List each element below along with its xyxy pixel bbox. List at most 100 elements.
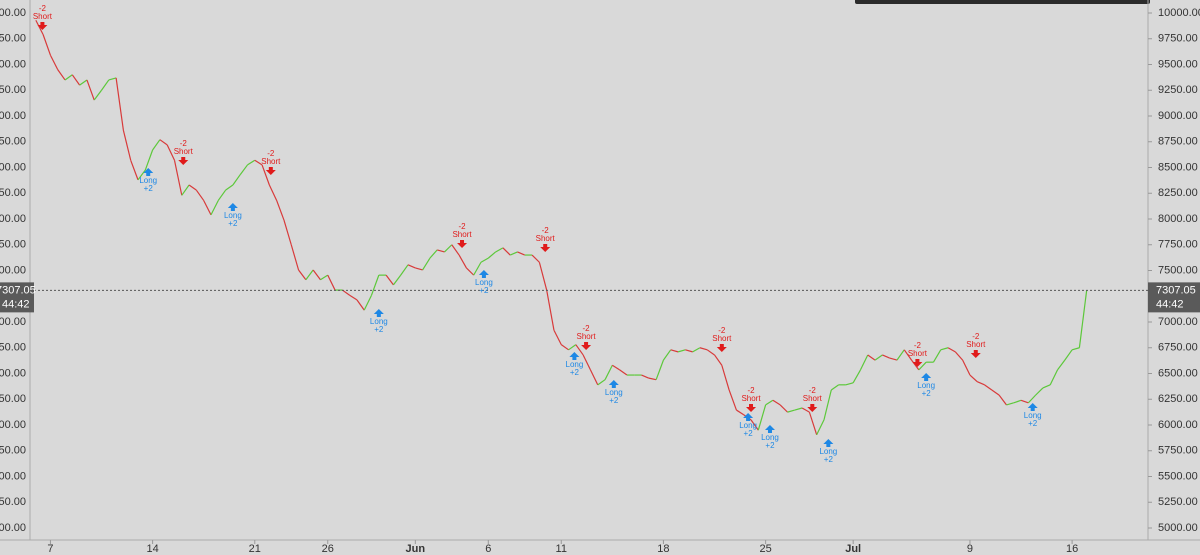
x-tick-label: 11	[556, 543, 567, 555]
price-segment	[517, 251, 526, 256]
overlay-panel	[855, 0, 1150, 4]
y-tick-label-left: 5500.00	[0, 470, 26, 482]
signal-qty: +2	[228, 219, 238, 228]
last-price-box	[0, 282, 34, 313]
price-segment	[655, 359, 664, 380]
short-arrow	[178, 156, 189, 165]
signal-text: Short	[174, 147, 194, 156]
price-segment	[882, 354, 890, 359]
x-tick-label: 21	[249, 543, 261, 555]
price-segment	[670, 349, 679, 353]
price-segment	[429, 249, 438, 259]
price-segment	[619, 369, 628, 376]
price-segment	[290, 244, 300, 271]
short-arrow	[716, 344, 727, 353]
signal-qty: +2	[765, 441, 775, 450]
signal-text: Long	[475, 278, 493, 287]
price-segment	[86, 79, 95, 101]
price-segment	[911, 359, 920, 371]
price-segment	[582, 354, 591, 371]
price-segment	[312, 269, 321, 281]
y-tick-label: 7000.00	[1158, 316, 1198, 328]
signal-text: Short	[33, 12, 53, 21]
y-tick-label: 7750.00	[1158, 239, 1198, 251]
price-segment	[560, 344, 569, 351]
price-segment	[79, 79, 88, 86]
x-tick-label: Jul	[845, 543, 861, 555]
signal-qty: -2	[747, 386, 755, 395]
price-segment	[852, 369, 861, 384]
y-tick-label: 5250.00	[1158, 496, 1198, 508]
y-tick-label-left: 6250.00	[0, 393, 26, 405]
price-segment	[918, 361, 927, 371]
y-tick-label-left: 9250.00	[0, 84, 26, 96]
signal-qty: -2	[39, 4, 47, 13]
last-price-label: 7307.05	[1156, 284, 1196, 296]
price-segment	[736, 409, 745, 416]
price-segment	[217, 189, 227, 201]
price-segment	[604, 364, 613, 380]
long-arrow	[569, 352, 580, 361]
price-segment	[546, 289, 555, 331]
price-segment	[1064, 349, 1073, 361]
price-segment	[1049, 369, 1059, 386]
price-segment	[801, 407, 810, 413]
y-tick-label-left: 8750.00	[0, 136, 26, 148]
price-segment	[152, 139, 161, 151]
signal-text: Long	[739, 421, 757, 430]
signal-text: Short	[908, 349, 928, 358]
y-tick-label-left: 8000.00	[0, 213, 26, 225]
y-tick-label: 8750.00	[1158, 136, 1198, 148]
price-segment	[1020, 399, 1029, 404]
signal-qty: -2	[718, 326, 726, 335]
price-segment	[1042, 384, 1051, 389]
long-arrow	[143, 167, 154, 176]
short-arrow	[746, 403, 757, 412]
y-tick-label: 6000.00	[1158, 419, 1198, 431]
price-segment	[531, 254, 540, 263]
long-arrow	[823, 438, 834, 447]
y-tick-label-left: 10000.00	[0, 7, 26, 19]
price-segment	[787, 409, 795, 413]
signal-text: Short	[261, 157, 281, 166]
long-arrow	[478, 270, 489, 279]
price-segment	[706, 349, 715, 356]
signal-qty: -2	[180, 139, 188, 148]
x-tick-label: Jun	[406, 543, 426, 555]
price-segment	[370, 274, 380, 296]
y-tick-label-left: 5750.00	[0, 445, 26, 457]
price-segment	[283, 219, 292, 245]
price-segment	[969, 374, 978, 383]
y-tick-label: 8000.00	[1158, 213, 1198, 225]
price-segment	[130, 160, 139, 181]
short-arrow	[265, 166, 276, 175]
signal-qty: -2	[972, 332, 980, 341]
price-segment	[363, 294, 373, 311]
price-segment	[93, 89, 102, 101]
short-arrow	[581, 341, 592, 350]
signal-qty: -2	[809, 386, 817, 395]
price-segment	[159, 139, 168, 146]
signal-qty: +2	[922, 389, 932, 398]
price-segment	[867, 354, 876, 361]
price-segment	[1006, 402, 1014, 406]
y-tick-label-left: 7750.00	[0, 239, 26, 251]
signal-qty: +2	[1028, 419, 1038, 428]
price-segment	[415, 267, 423, 271]
price-segment	[874, 354, 883, 361]
short-arrow	[912, 358, 923, 367]
x-tick-label: 18	[657, 543, 669, 555]
price-segment	[349, 294, 358, 301]
signal-qty: -2	[458, 222, 466, 231]
signal-qty: -2	[583, 324, 591, 333]
price-segment	[451, 244, 460, 256]
price-segment	[495, 247, 504, 253]
y-tick-label: 9750.00	[1158, 33, 1198, 45]
y-tick-label: 6250.00	[1158, 393, 1198, 405]
x-tick-label: 25	[759, 543, 771, 555]
y-tick-label: 9250.00	[1158, 84, 1198, 96]
signal-qty: +2	[374, 325, 384, 334]
price-segment	[984, 384, 993, 391]
countdown-label: 44:42	[2, 298, 30, 310]
price-segment	[757, 404, 767, 431]
